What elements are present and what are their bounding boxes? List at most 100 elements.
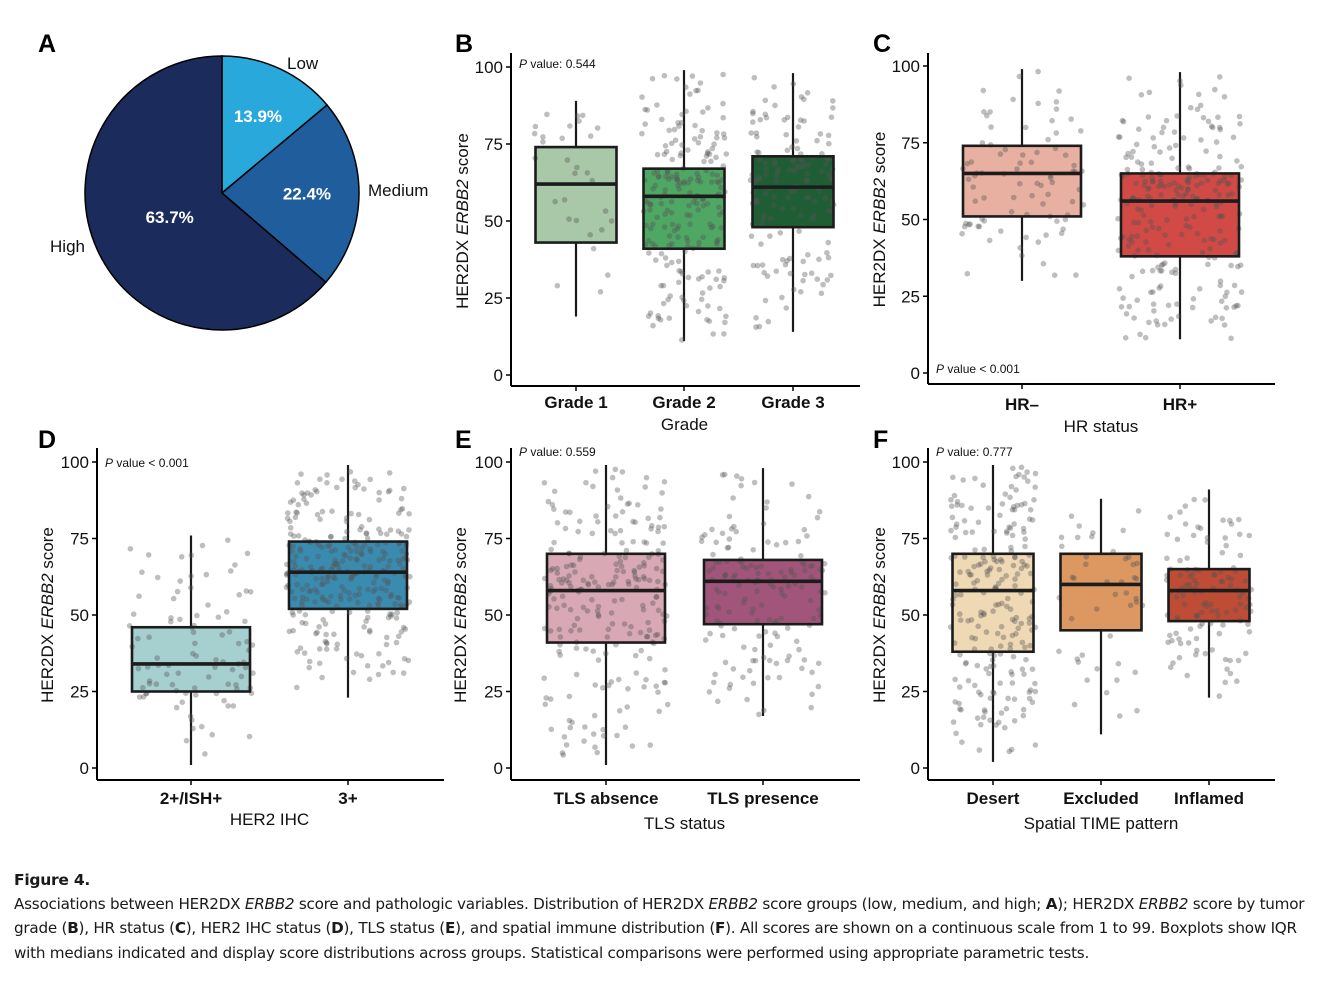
data-point <box>612 466 619 473</box>
data-point <box>708 224 715 231</box>
data-point <box>771 84 777 90</box>
data-point <box>966 221 972 228</box>
data-point <box>1134 707 1140 714</box>
data-point <box>1217 278 1224 285</box>
data-point <box>997 680 1003 686</box>
data-point <box>1220 622 1226 628</box>
box-0 <box>545 552 667 644</box>
data-point <box>199 542 206 549</box>
y-axis-title: HER2DX ERBB2 score <box>870 527 889 703</box>
data-point <box>314 629 320 636</box>
data-point <box>762 297 769 304</box>
data-point <box>713 559 719 566</box>
data-point <box>953 524 959 530</box>
data-point <box>1009 532 1016 539</box>
caption-fragment: ), HER2 IHC status ( <box>185 919 332 938</box>
data-point <box>361 624 367 630</box>
data-point <box>953 521 960 527</box>
data-point <box>766 657 773 664</box>
data-point <box>1014 502 1021 509</box>
data-point <box>704 150 711 157</box>
data-point <box>756 633 762 639</box>
data-point <box>332 547 339 553</box>
data-point <box>1021 562 1028 568</box>
data-point <box>956 700 962 707</box>
data-point <box>700 196 706 203</box>
data-point <box>647 310 654 316</box>
data-point <box>1022 124 1029 131</box>
data-point <box>741 599 747 606</box>
data-point <box>668 259 675 266</box>
data-point <box>1194 612 1200 619</box>
data-point <box>637 629 644 636</box>
data-point <box>594 608 601 614</box>
data-point <box>767 215 774 221</box>
data-point <box>785 194 791 201</box>
data-point <box>146 680 153 687</box>
data-point <box>641 684 647 690</box>
data-point <box>1161 183 1168 190</box>
data-point <box>331 631 337 638</box>
data-point <box>383 587 389 594</box>
data-point <box>698 538 705 545</box>
data-point <box>1187 626 1194 632</box>
data-point <box>1196 286 1203 292</box>
data-point <box>1219 578 1226 585</box>
data-point <box>1068 513 1075 519</box>
data-point <box>1126 303 1133 310</box>
data-point <box>541 675 547 681</box>
data-point <box>554 282 561 289</box>
data-point <box>793 638 800 645</box>
data-point <box>312 599 318 605</box>
data-point <box>1120 527 1126 534</box>
data-point <box>965 618 971 624</box>
data-point <box>235 640 242 647</box>
data-point <box>997 151 1004 157</box>
data-point <box>1123 590 1130 596</box>
data-point <box>306 664 313 671</box>
data-point <box>757 156 763 163</box>
x-axis-title: HR status <box>1064 417 1139 436</box>
data-point <box>189 717 195 723</box>
data-point <box>592 744 598 750</box>
data-point <box>763 505 769 511</box>
data-point <box>346 590 352 596</box>
data-point <box>289 548 295 555</box>
data-point <box>1118 304 1125 310</box>
y-axis-title-part: HER2DX <box>451 629 470 703</box>
data-point <box>608 610 615 616</box>
data-point <box>370 588 377 595</box>
data-point <box>649 522 655 529</box>
data-point <box>576 627 583 633</box>
data-point <box>616 708 623 714</box>
data-point <box>223 609 230 615</box>
data-point <box>742 596 748 602</box>
data-point <box>1211 572 1218 578</box>
data-point <box>701 158 707 165</box>
data-point <box>1059 543 1065 550</box>
data-point <box>808 704 814 711</box>
data-point <box>648 225 654 232</box>
data-point <box>1179 231 1185 238</box>
x-tick-label: Grade 2 <box>652 393 715 412</box>
data-point <box>706 568 712 574</box>
data-point <box>355 511 362 518</box>
data-point <box>790 81 797 87</box>
data-point <box>590 648 596 654</box>
data-point <box>343 515 350 521</box>
data-point <box>1076 523 1082 529</box>
data-point <box>662 667 668 673</box>
data-point <box>294 649 301 655</box>
data-point <box>320 581 326 587</box>
data-point <box>974 662 981 669</box>
data-point <box>794 145 801 152</box>
data-point <box>804 178 810 184</box>
data-point <box>559 750 566 756</box>
data-point <box>632 652 639 659</box>
data-point <box>1024 563 1030 569</box>
data-point <box>188 584 194 591</box>
data-point <box>1222 237 1228 244</box>
data-point <box>551 596 557 602</box>
data-point <box>759 262 766 268</box>
data-point <box>642 106 648 113</box>
